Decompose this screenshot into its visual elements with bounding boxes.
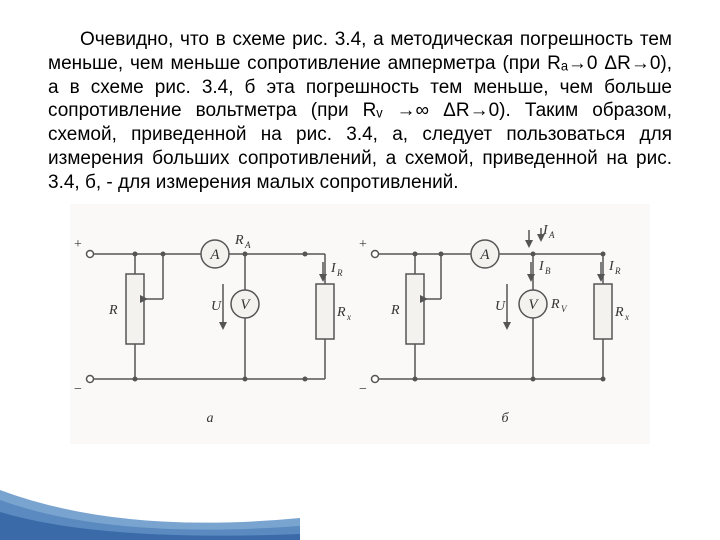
svg-text:R: R: [234, 233, 244, 248]
svg-text:A: A: [548, 230, 555, 240]
svg-text:R: R: [614, 305, 624, 320]
svg-text:A: A: [244, 240, 251, 250]
svg-text:B: B: [545, 266, 551, 276]
svg-text:R: R: [390, 303, 400, 318]
svg-text:−: −: [359, 382, 367, 397]
svg-text:U: U: [495, 299, 506, 314]
svg-text:−: −: [74, 382, 82, 397]
svg-text:A: A: [209, 247, 220, 263]
svg-text:а: а: [207, 411, 214, 426]
svg-text:R: R: [108, 303, 118, 318]
svg-text:x: x: [346, 312, 351, 322]
svg-text:R: R: [336, 268, 343, 278]
svg-text:+: +: [359, 237, 367, 252]
circuit-diagram: +−ARARVURxIRа+−AIARVRVIBURxIRб: [70, 204, 650, 444]
svg-text:U: U: [211, 299, 222, 314]
svg-text:R: R: [550, 297, 560, 312]
svg-text:б: б: [501, 411, 509, 426]
decorative-swoosh: [0, 480, 300, 540]
svg-text:+: +: [74, 237, 82, 252]
svg-text:R: R: [336, 305, 346, 320]
svg-text:A: A: [479, 247, 490, 263]
svg-text:R: R: [614, 266, 621, 276]
body-paragraph: Очевидно, что в схеме рис. 3.4, а методи…: [48, 28, 672, 194]
svg-text:x: x: [624, 312, 629, 322]
